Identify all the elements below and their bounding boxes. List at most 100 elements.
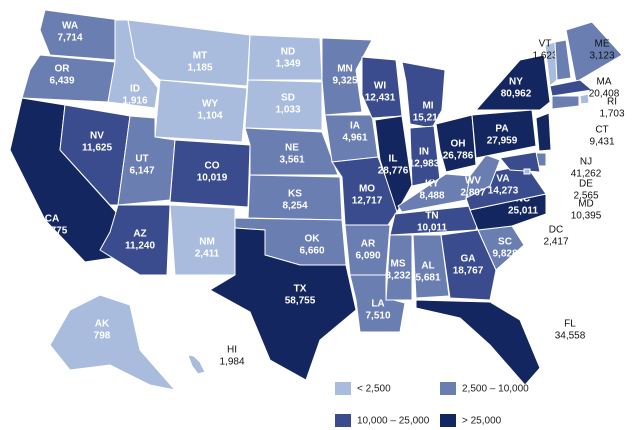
state-abbr: NV xyxy=(90,131,104,142)
state-abbr: MA xyxy=(597,77,612,88)
state-abbr: DC xyxy=(549,225,563,236)
state-abbr: AK xyxy=(95,319,110,330)
state-value: 10,395 xyxy=(571,211,602,222)
state-value: 1,916 xyxy=(122,96,147,107)
state-value: 20,408 xyxy=(589,89,620,100)
state-abbr: AZ xyxy=(133,229,146,240)
state xyxy=(499,151,541,173)
state-abbr: OH xyxy=(451,139,466,150)
state-abbr: LA xyxy=(371,299,384,310)
state-value: 12,431 xyxy=(365,93,396,104)
legend-swatch xyxy=(440,382,456,395)
state-abbr: OR xyxy=(55,64,71,75)
state xyxy=(549,79,594,97)
state-abbr: MO xyxy=(359,184,375,195)
state-value: 5,681 xyxy=(415,273,440,284)
legend-label: > 25,000 xyxy=(462,416,502,427)
state-value: 3,232 xyxy=(385,271,410,282)
state-abbr: WA xyxy=(62,21,78,32)
state xyxy=(523,168,531,175)
state-abbr: HI xyxy=(227,345,237,356)
state-abbr: MD xyxy=(578,199,594,210)
state xyxy=(208,227,357,381)
state-value: 7,714 xyxy=(57,33,82,44)
state-value: 6,439 xyxy=(49,76,74,87)
state-abbr: PA xyxy=(495,124,508,135)
state xyxy=(415,299,541,386)
state-value: 34,558 xyxy=(555,331,586,342)
state xyxy=(154,79,248,143)
state-abbr: UT xyxy=(135,154,148,165)
state-abbr: OK xyxy=(305,234,321,245)
legend-swatch xyxy=(440,414,456,427)
state-value: 10,019 xyxy=(197,173,228,184)
state-abbr: GA xyxy=(461,254,476,265)
state xyxy=(39,9,121,61)
state-value: 12,983 xyxy=(409,159,440,170)
state xyxy=(169,139,251,208)
state-abbr: WI xyxy=(374,81,386,92)
state-abbr: CO xyxy=(205,161,220,172)
state-value: 25,011 xyxy=(508,206,538,217)
state xyxy=(535,112,552,152)
state xyxy=(59,104,131,206)
state-value: 10,011 xyxy=(417,223,447,234)
state-value: 1,033 xyxy=(275,105,300,116)
state-abbr: SD xyxy=(281,93,295,104)
state-value: 1,703 xyxy=(599,109,624,120)
state-value: 2,417 xyxy=(543,237,568,248)
state-abbr: MI xyxy=(422,101,433,112)
state-abbr: NJ xyxy=(580,157,592,168)
state-value: 1,623 xyxy=(532,51,557,62)
state-abbr: IA xyxy=(350,121,360,132)
state xyxy=(244,127,339,176)
state-value: 26,786 xyxy=(443,151,474,162)
state-abbr: KS xyxy=(288,189,302,200)
state-abbr: ME xyxy=(595,39,610,50)
state xyxy=(474,54,551,111)
state xyxy=(465,154,501,199)
state xyxy=(187,354,206,375)
state-abbr: WV xyxy=(465,176,481,187)
state xyxy=(551,95,580,110)
state-value: 1,349 xyxy=(275,59,300,70)
state-abbr: AL xyxy=(421,261,434,272)
state-value: 8,488 xyxy=(419,191,444,202)
state-abbr: RI xyxy=(607,97,617,108)
state-value: 798 xyxy=(94,331,111,342)
state-value: 2,565 xyxy=(573,191,598,202)
legend-label: 2,500 – 10,000 xyxy=(462,384,529,395)
state xyxy=(385,234,413,301)
state-value: 1,984 xyxy=(219,357,244,368)
state-abbr: FL xyxy=(564,319,576,330)
state-value: 3,561 xyxy=(279,155,304,166)
state xyxy=(127,19,251,87)
state-value: 6,147 xyxy=(129,166,154,177)
legend-swatch xyxy=(335,382,351,395)
state-value: 2,807 xyxy=(460,188,485,199)
state-abbr: WY xyxy=(202,99,218,110)
state-abbr: MN xyxy=(337,64,353,75)
state xyxy=(374,115,413,214)
state-abbr: NM xyxy=(199,237,215,248)
legend-swatch xyxy=(335,414,351,427)
state-value: 15,213 xyxy=(413,113,444,124)
state-abbr: TN xyxy=(425,211,438,222)
state-abbr: VT xyxy=(539,39,552,50)
state-value: 96,775 xyxy=(37,226,68,237)
state-abbr: CT xyxy=(595,125,608,136)
state xyxy=(244,79,323,131)
state xyxy=(440,229,497,301)
state-abbr: ID xyxy=(130,84,140,95)
state-value: 1,185 xyxy=(187,63,212,74)
state-value: 11,625 xyxy=(82,143,112,154)
state-value: 14,273 xyxy=(488,186,519,197)
state-value: 12,717 xyxy=(352,196,383,207)
legend-label: < 2,500 xyxy=(357,384,391,395)
state-abbr: KY xyxy=(425,179,439,190)
state xyxy=(412,234,450,299)
state xyxy=(49,294,177,391)
state-value: 9,828 xyxy=(492,249,517,260)
state-abbr: MS xyxy=(391,259,406,270)
